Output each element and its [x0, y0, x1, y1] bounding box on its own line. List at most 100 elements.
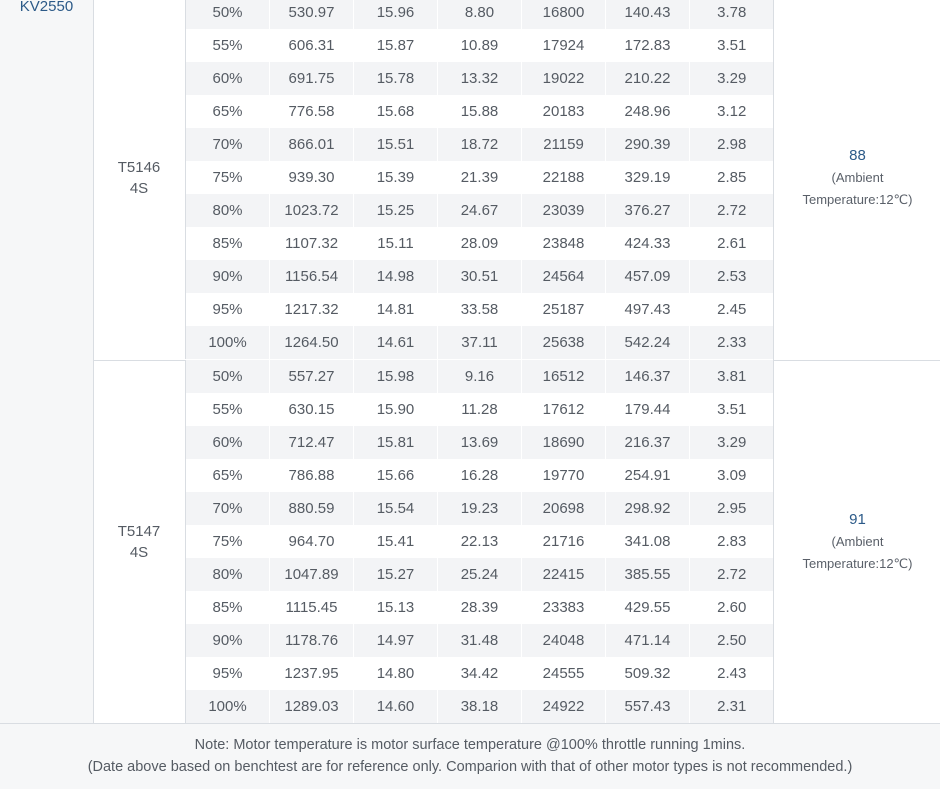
efficiency-cell: 2.72	[689, 194, 774, 227]
current-cell: 530.97	[269, 0, 354, 29]
thrust-cell: 179.44	[605, 393, 690, 426]
table-row: 50% 557.27 15.98 9.16 16512 146.37 3.81	[185, 360, 774, 393]
throttle-cell: 55%	[185, 393, 270, 426]
voltage-cell: 14.97	[353, 624, 438, 657]
rpm-cell: 17612	[521, 393, 606, 426]
throttle-cell: 65%	[185, 95, 270, 128]
voltage-cell: 15.81	[353, 426, 438, 459]
thrust-cell: 542.24	[605, 326, 690, 359]
power-cell: 34.42	[437, 657, 522, 690]
rpm-cell: 18690	[521, 426, 606, 459]
current-cell: 880.59	[269, 492, 354, 525]
table-row: 95% 1237.95 14.80 34.42 24555 509.32 2.43	[185, 657, 774, 690]
current-cell: 606.31	[269, 29, 354, 62]
power-cell: 10.89	[437, 29, 522, 62]
current-cell: 786.88	[269, 459, 354, 492]
efficiency-cell: 2.50	[689, 624, 774, 657]
rpm-cell: 22188	[521, 161, 606, 194]
voltage-cell: 14.60	[353, 690, 438, 723]
efficiency-cell: 2.33	[689, 326, 774, 359]
power-cell: 38.18	[437, 690, 522, 723]
prop-group-t5146: T5146 4S 50% 530.97 15.96 8.80 16800 140.43 3.…	[93, 0, 940, 361]
current-cell: 691.75	[269, 62, 354, 95]
throttle-cell: 100%	[185, 326, 270, 359]
current-cell: 630.15	[269, 393, 354, 426]
table-row: 60% 691.75 15.78 13.32 19022 210.22 3.29	[185, 62, 774, 95]
rpm-cell: 25638	[521, 326, 606, 359]
throttle-cell: 90%	[185, 260, 270, 293]
power-cell: 8.80	[437, 0, 522, 29]
thrust-cell: 172.83	[605, 29, 690, 62]
voltage-cell: 15.25	[353, 194, 438, 227]
thrust-cell: 210.22	[605, 62, 690, 95]
voltage-cell: 15.27	[353, 558, 438, 591]
motor-temperature-cell: 88 (Ambient Temperature:12℃)	[773, 0, 940, 360]
voltage-cell: 15.68	[353, 95, 438, 128]
table-row: 70% 880.59 15.54 19.23 20698 298.92 2.95	[185, 492, 774, 525]
voltage-cell: 15.78	[353, 62, 438, 95]
power-cell: 31.48	[437, 624, 522, 657]
table-row: 90% 1178.76 14.97 31.48 24048 471.14 2.50	[185, 624, 774, 657]
table-row: 100% 1289.03 14.60 38.18 24922 557.43 2.31	[185, 690, 774, 723]
rpm-cell: 20698	[521, 492, 606, 525]
efficiency-cell: 3.78	[689, 0, 774, 29]
throttle-cell: 95%	[185, 293, 270, 326]
current-cell: 964.70	[269, 525, 354, 558]
rpm-cell: 19022	[521, 62, 606, 95]
power-cell: 16.28	[437, 459, 522, 492]
voltage-cell: 14.61	[353, 326, 438, 359]
voltage-cell: 15.41	[353, 525, 438, 558]
power-cell: 28.09	[437, 227, 522, 260]
power-cell: 13.32	[437, 62, 522, 95]
note-line-2: (Date above based on benchtest are for r…	[87, 759, 853, 775]
current-cell: 1047.89	[269, 558, 354, 591]
throttle-cell: 75%	[185, 525, 270, 558]
efficiency-cell: 2.61	[689, 227, 774, 260]
thrust-cell: 146.37	[605, 360, 690, 393]
throttle-cell: 85%	[185, 227, 270, 260]
current-cell: 1156.54	[269, 260, 354, 293]
power-cell: 24.67	[437, 194, 522, 227]
ambient-temperature: Temperature:12℃)	[802, 555, 913, 571]
voltage-cell: 15.96	[353, 0, 438, 29]
table-row: 60% 712.47 15.81 13.69 18690 216.37 3.29	[185, 426, 774, 459]
thrust-cell: 497.43	[605, 293, 690, 326]
current-cell: 1237.95	[269, 657, 354, 690]
motor-temperature-cell: 91 (Ambient Temperature:12℃)	[773, 360, 940, 723]
efficiency-cell: 2.83	[689, 525, 774, 558]
ambient-label: (Ambient	[831, 533, 884, 549]
current-cell: 866.01	[269, 128, 354, 161]
power-cell: 33.58	[437, 293, 522, 326]
power-cell: 13.69	[437, 426, 522, 459]
table-row: 85% 1107.32 15.11 28.09 23848 424.33 2.61	[185, 227, 774, 260]
power-cell: 28.39	[437, 591, 522, 624]
voltage-cell: 15.66	[353, 459, 438, 492]
throttle-cell: 70%	[185, 128, 270, 161]
rpm-cell: 23039	[521, 194, 606, 227]
throttle-cell: 50%	[185, 0, 270, 29]
voltage-cell: 15.87	[353, 29, 438, 62]
rpm-cell: 23383	[521, 591, 606, 624]
table-row: 55% 606.31 15.87 10.89 17924 172.83 3.51	[185, 29, 774, 62]
thrust-cell: 290.39	[605, 128, 690, 161]
throttle-cell: 50%	[185, 360, 270, 393]
table-row: 75% 939.30 15.39 21.39 22188 329.19 2.85	[185, 161, 774, 194]
current-cell: 939.30	[269, 161, 354, 194]
footnote: Note: Motor temperature is motor surface…	[0, 723, 940, 789]
current-cell: 712.47	[269, 426, 354, 459]
table-row: 85% 1115.45 15.13 28.39 23383 429.55 2.60	[185, 591, 774, 624]
rpm-cell: 24555	[521, 657, 606, 690]
thrust-cell: 376.27	[605, 194, 690, 227]
table-row: 65% 776.58 15.68 15.88 20183 248.96 3.12	[185, 95, 774, 128]
efficiency-cell: 2.98	[689, 128, 774, 161]
rpm-cell: 17924	[521, 29, 606, 62]
rpm-cell: 22415	[521, 558, 606, 591]
rpm-cell: 16512	[521, 360, 606, 393]
rpm-cell: 20183	[521, 95, 606, 128]
table-row: 80% 1023.72 15.25 24.67 23039 376.27 2.72	[185, 194, 774, 227]
efficiency-cell: 2.72	[689, 558, 774, 591]
thrust-cell: 298.92	[605, 492, 690, 525]
current-cell: 1289.03	[269, 690, 354, 723]
power-cell: 9.16	[437, 360, 522, 393]
power-cell: 15.88	[437, 95, 522, 128]
